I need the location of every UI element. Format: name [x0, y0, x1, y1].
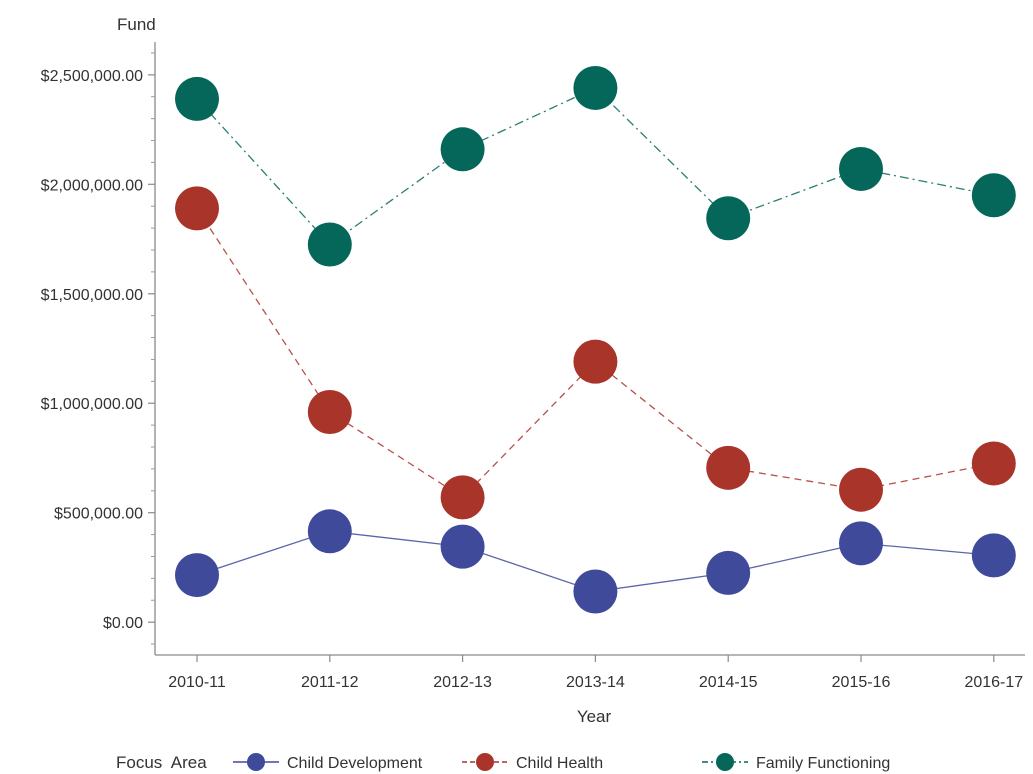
legend: Focus Area Child Development Child Health…	[116, 753, 890, 772]
data-point	[440, 127, 485, 172]
x-axis: 2010-11 2011-12 2012-13 2013-14 2014-15 2015-…	[168, 655, 1023, 691]
data-point	[971, 533, 1016, 578]
x-tick-label: 2010-11	[168, 674, 226, 691]
plot-frame	[154, 42, 1025, 656]
x-axis-title: Year	[577, 707, 612, 726]
data-point	[706, 445, 751, 490]
data-point	[307, 509, 352, 554]
series-family-functioning	[175, 65, 1016, 267]
x-tick-label: 2012-13	[433, 674, 492, 691]
data-point	[440, 475, 485, 520]
data-point	[573, 339, 618, 384]
legend-label: Child Development	[287, 755, 423, 772]
legend-label: Child Health	[516, 755, 603, 772]
legend-item: Child Health	[462, 753, 603, 772]
x-tick-label: 2013-14	[566, 674, 625, 691]
legend-item: Family Functioning	[702, 753, 890, 772]
x-tick-label: 2011-12	[301, 674, 359, 691]
data-point	[839, 467, 883, 512]
legend-label: Family Functioning	[756, 755, 890, 772]
legend-marker	[716, 753, 734, 771]
data-point	[175, 553, 219, 598]
series-child-development	[175, 509, 1016, 614]
data-point	[971, 173, 1016, 218]
y-axis: $0.00 $500,000.00 $1,000,000.00 $1,500,000.…	[41, 52, 155, 645]
data-point	[706, 196, 751, 241]
legend-item: Child Development	[233, 753, 423, 772]
y-tick-label: $500,000.00	[54, 506, 143, 523]
data-point	[175, 76, 219, 121]
data-point	[573, 65, 618, 110]
x-tick-label: 2016-17	[964, 674, 1023, 691]
data-point	[971, 441, 1016, 486]
data-point	[307, 222, 352, 267]
series-layer	[175, 65, 1016, 614]
data-point	[573, 569, 618, 614]
data-point	[839, 146, 883, 191]
legend-title: Focus Area	[116, 753, 207, 772]
y-tick-label: $2,500,000.00	[41, 68, 143, 85]
legend-marker	[247, 753, 265, 771]
y-axis-title: Fund	[117, 15, 156, 34]
data-point	[706, 550, 751, 595]
data-point	[440, 524, 485, 569]
data-point	[307, 389, 352, 434]
y-tick-label: $0.00	[103, 615, 143, 632]
y-tick-label: $1,000,000.00	[41, 396, 143, 413]
series-child-health	[175, 186, 1016, 520]
x-tick-label: 2015-16	[832, 674, 891, 691]
y-tick-label: $1,500,000.00	[41, 287, 143, 304]
legend-marker	[476, 753, 494, 771]
data-point	[175, 186, 219, 231]
x-tick-label: 2014-15	[699, 674, 758, 691]
y-tick-label: $2,000,000.00	[41, 177, 143, 194]
data-point	[839, 521, 883, 566]
